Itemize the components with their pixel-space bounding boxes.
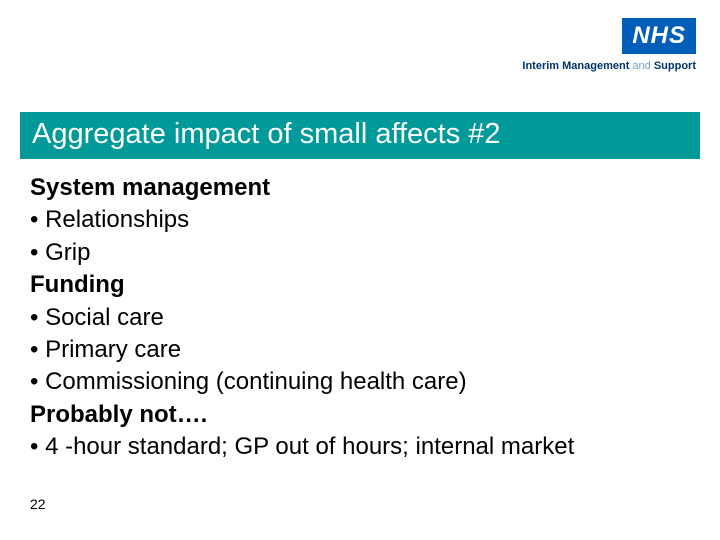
logo-subtext: Interim Management and Support [522,60,696,72]
slide-title: Aggregate impact of small affects #2 [20,112,700,159]
bullet: • 4 -hour standard; GP out of hours; int… [30,431,690,463]
slide-body: System management • Relationships • Grip… [30,172,690,464]
bullet: • Grip [30,237,690,269]
logo-subtext-3: Support [654,60,696,72]
heading-funding: Funding [30,269,690,301]
heading-system-management: System management [30,172,690,204]
page-number: 22 [30,496,46,512]
logo-area: NHS Interim Management and Support [522,18,696,72]
bullet: • Commissioning (continuing health care) [30,366,690,398]
logo-subtext-1: Interim Management [522,60,629,72]
logo-subtext-2: and [629,60,653,72]
heading-probably-not: Probably not…. [30,399,690,431]
bullet: • Social care [30,302,690,334]
nhs-logo: NHS [622,18,696,54]
bullet: • Primary care [30,334,690,366]
bullet: • Relationships [30,204,690,236]
